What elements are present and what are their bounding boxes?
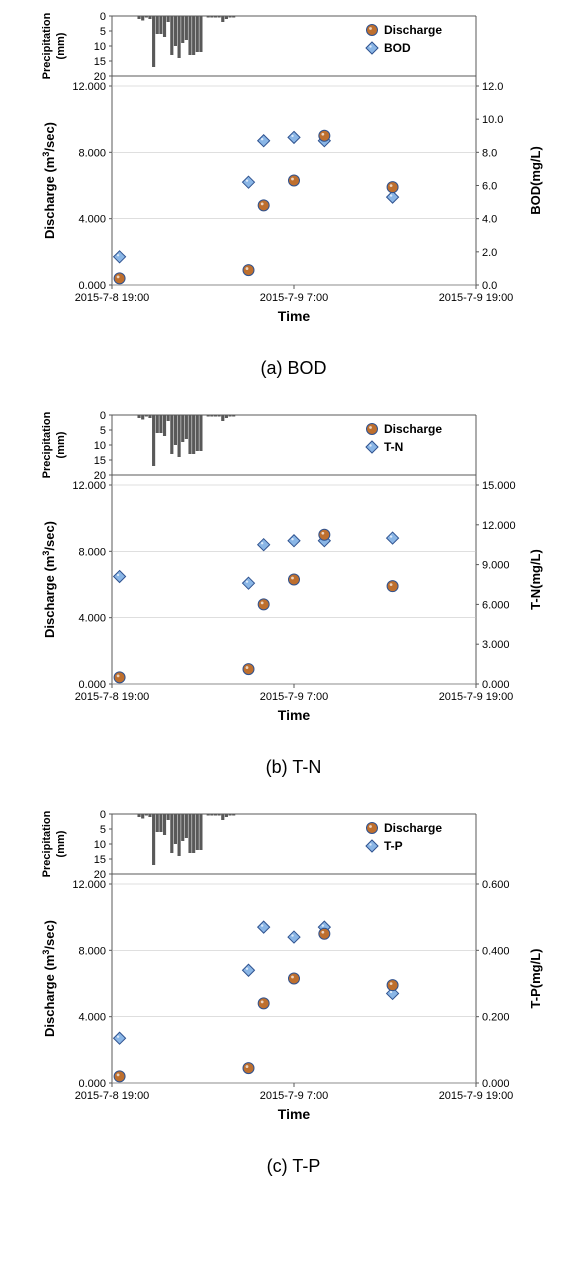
svg-text:0.400: 0.400 bbox=[482, 945, 510, 957]
svg-text:T-P(mg/L): T-P(mg/L) bbox=[528, 949, 543, 1009]
svg-text:Precipitation: Precipitation bbox=[41, 411, 53, 478]
svg-text:0.0: 0.0 bbox=[482, 280, 497, 292]
svg-text:Discharge: Discharge bbox=[384, 422, 442, 436]
svg-text:10: 10 bbox=[93, 41, 105, 53]
svg-text:0.000: 0.000 bbox=[78, 280, 106, 292]
chart-caption: (a) BOD bbox=[10, 358, 577, 379]
svg-text:12.000: 12.000 bbox=[482, 520, 516, 532]
svg-text:Discharge (m3/sec): Discharge (m3/sec) bbox=[41, 920, 57, 1037]
svg-text:2015-7-9 19:00: 2015-7-9 19:00 bbox=[438, 292, 513, 304]
chart-block-0: 05101520Precipitation(mm)0.0004.0008.000… bbox=[10, 10, 577, 379]
svg-text:BOD: BOD bbox=[384, 41, 411, 55]
svg-text:9.000: 9.000 bbox=[482, 560, 510, 572]
svg-text:(mm): (mm) bbox=[55, 830, 67, 857]
svg-text:10.0: 10.0 bbox=[482, 114, 503, 126]
svg-text:T-N(mg/L): T-N(mg/L) bbox=[528, 549, 543, 610]
svg-text:0.200: 0.200 bbox=[482, 1012, 510, 1024]
svg-text:4.0: 4.0 bbox=[482, 214, 497, 226]
svg-text:10: 10 bbox=[93, 839, 105, 851]
svg-text:15: 15 bbox=[93, 455, 105, 467]
svg-text:5: 5 bbox=[99, 824, 105, 836]
svg-text:0.000: 0.000 bbox=[78, 1078, 106, 1090]
svg-text:Discharge: Discharge bbox=[384, 23, 442, 37]
svg-text:0.000: 0.000 bbox=[78, 679, 106, 691]
svg-text:T-P: T-P bbox=[384, 839, 403, 853]
svg-text:12.000: 12.000 bbox=[72, 879, 106, 891]
svg-text:2015-7-8 19:00: 2015-7-8 19:00 bbox=[74, 292, 149, 304]
chart-block-2: 05101520Precipitation(mm)0.0004.0008.000… bbox=[10, 808, 577, 1177]
svg-text:(mm): (mm) bbox=[55, 32, 67, 59]
chart-caption: (b) T-N bbox=[10, 757, 577, 778]
svg-text:5: 5 bbox=[99, 425, 105, 437]
svg-text:0.600: 0.600 bbox=[482, 879, 510, 891]
svg-text:4.000: 4.000 bbox=[78, 214, 106, 226]
svg-text:T-N: T-N bbox=[384, 440, 403, 454]
chart-caption: (c) T-P bbox=[10, 1156, 577, 1177]
svg-text:2015-7-8 19:00: 2015-7-8 19:00 bbox=[74, 1090, 149, 1102]
svg-text:Precipitation: Precipitation bbox=[41, 810, 53, 877]
svg-text:10: 10 bbox=[93, 440, 105, 452]
svg-text:2015-7-9 7:00: 2015-7-9 7:00 bbox=[259, 292, 328, 304]
svg-text:3.000: 3.000 bbox=[482, 639, 510, 651]
svg-text:6.000: 6.000 bbox=[482, 599, 510, 611]
svg-text:8.0: 8.0 bbox=[482, 147, 497, 159]
svg-text:6.0: 6.0 bbox=[482, 181, 497, 193]
svg-text:2015-7-9 19:00: 2015-7-9 19:00 bbox=[438, 691, 513, 703]
svg-text:8.000: 8.000 bbox=[78, 945, 106, 957]
svg-text:12.000: 12.000 bbox=[72, 480, 106, 492]
svg-text:2.0: 2.0 bbox=[482, 247, 497, 259]
svg-text:Discharge: Discharge bbox=[384, 821, 442, 835]
svg-text:Discharge (m3/sec): Discharge (m3/sec) bbox=[41, 521, 57, 638]
svg-text:4.000: 4.000 bbox=[78, 613, 106, 625]
svg-text:0.000: 0.000 bbox=[482, 1078, 510, 1090]
svg-text:5: 5 bbox=[99, 26, 105, 38]
svg-text:Time: Time bbox=[277, 707, 310, 723]
svg-text:4.000: 4.000 bbox=[78, 1012, 106, 1024]
chart-block-1: 05101520Precipitation(mm)0.0004.0008.000… bbox=[10, 409, 577, 778]
svg-text:BOD(mg/L): BOD(mg/L) bbox=[528, 146, 543, 215]
svg-text:0: 0 bbox=[99, 809, 105, 821]
svg-text:15: 15 bbox=[93, 56, 105, 68]
svg-text:0.000: 0.000 bbox=[482, 679, 510, 691]
svg-text:2015-7-9 7:00: 2015-7-9 7:00 bbox=[259, 691, 328, 703]
svg-text:Time: Time bbox=[277, 308, 310, 324]
svg-text:Precipitation: Precipitation bbox=[41, 12, 53, 79]
svg-text:12.000: 12.000 bbox=[72, 81, 106, 93]
svg-text:0: 0 bbox=[99, 11, 105, 23]
svg-text:(mm): (mm) bbox=[55, 431, 67, 458]
svg-text:15.000: 15.000 bbox=[482, 480, 516, 492]
svg-text:2015-7-9 19:00: 2015-7-9 19:00 bbox=[438, 1090, 513, 1102]
svg-text:Discharge (m3/sec): Discharge (m3/sec) bbox=[41, 122, 57, 239]
svg-text:8.000: 8.000 bbox=[78, 147, 106, 159]
svg-text:2015-7-8 19:00: 2015-7-8 19:00 bbox=[74, 691, 149, 703]
svg-text:Time: Time bbox=[277, 1106, 310, 1122]
svg-text:2015-7-9 7:00: 2015-7-9 7:00 bbox=[259, 1090, 328, 1102]
svg-text:8.000: 8.000 bbox=[78, 546, 106, 558]
svg-text:15: 15 bbox=[93, 854, 105, 866]
svg-text:0: 0 bbox=[99, 410, 105, 422]
svg-text:12.0: 12.0 bbox=[482, 81, 503, 93]
